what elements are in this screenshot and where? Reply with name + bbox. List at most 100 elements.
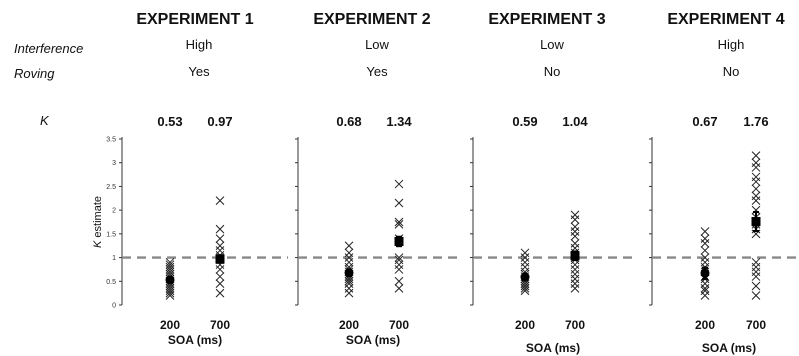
mean-marker (700, 268, 710, 278)
data-point (215, 265, 225, 274)
data-point (700, 279, 710, 289)
data-point (700, 227, 710, 236)
y-tick-label: 3.5 (106, 137, 116, 144)
row-label-k: K (40, 113, 50, 128)
data-point (570, 222, 580, 232)
x-mark (215, 196, 225, 206)
data-point (344, 284, 354, 293)
data-point (394, 260, 404, 270)
x-mark (570, 269, 580, 279)
x-mark (344, 284, 354, 293)
x-mark (700, 286, 710, 296)
x-mark (700, 291, 710, 300)
data-point (394, 265, 404, 274)
data-point (751, 281, 761, 291)
x-mark (570, 222, 580, 232)
data-point (751, 196, 761, 206)
x-axis-label: SOA (ms) (168, 333, 222, 347)
interference-value: Low (540, 37, 564, 52)
x-mark (570, 238, 580, 248)
data-point (215, 234, 225, 243)
data-point (344, 257, 354, 267)
mean-marker (215, 254, 225, 264)
data-point (520, 257, 530, 267)
y-tick-label: 1 (112, 255, 116, 262)
data-point (570, 260, 580, 270)
data-point (394, 276, 404, 286)
panel-experiment-1: EXPERIMENT 1 High Yes 0.53 0.97 K estima… (92, 11, 288, 347)
panel-experiment-4: EXPERIMENT 4 High No 0.67 1.76 SOA (ms) … (649, 11, 799, 355)
data-point (215, 224, 225, 234)
y-axis-label-k: K (92, 240, 104, 248)
k-value-700: 0.97 (207, 114, 232, 129)
x-mark (751, 172, 761, 182)
x-mark (751, 196, 761, 206)
data-point (394, 220, 404, 229)
data-point (394, 253, 404, 262)
data-point (394, 198, 404, 208)
data-point (570, 284, 580, 293)
data-point (165, 257, 175, 267)
x-mark (570, 260, 580, 270)
x-mark (394, 276, 404, 286)
data-point (215, 246, 225, 255)
x-mark (344, 257, 354, 267)
y-axis-label-rest: estimate (92, 196, 104, 241)
x-mark (165, 260, 175, 270)
x-mark (520, 262, 530, 272)
mean-marker (520, 272, 530, 282)
x-mark (215, 246, 225, 255)
data-point (215, 272, 225, 281)
x-tick-label: 700 (746, 318, 766, 332)
x-mark (570, 274, 580, 284)
x-mark (700, 227, 710, 236)
x-mark (570, 265, 580, 274)
scatter-plot-2: SOA (ms) 200 700 (295, 137, 458, 347)
y-tick-label: 0 (112, 303, 116, 310)
data-point (700, 257, 710, 267)
roving-value: Yes (188, 64, 210, 79)
data-point (751, 163, 761, 172)
x-mark (751, 191, 761, 201)
x-mark (570, 227, 580, 236)
row-label-interference: Interference (14, 41, 83, 56)
data-point (570, 210, 580, 220)
y-tick-label: 0.5 (106, 279, 116, 286)
data-point (751, 291, 761, 300)
data-point (165, 260, 175, 270)
experiment-title: EXPERIMENT 1 (136, 11, 253, 28)
data-point (751, 177, 761, 187)
x-axis-label: SOA (ms) (526, 341, 580, 355)
k-value-700: 1.04 (562, 114, 588, 129)
x-mark (700, 246, 710, 255)
data-point (700, 234, 710, 243)
data-point (344, 248, 354, 258)
mean-marker (394, 236, 404, 246)
x-mark (751, 267, 761, 277)
data-point (751, 158, 761, 168)
data-point (751, 172, 761, 182)
x-mark (394, 265, 404, 274)
data-point (215, 241, 225, 251)
data-point (751, 191, 761, 201)
x-mark (570, 215, 580, 224)
row-labels: Interference Roving K (14, 41, 83, 128)
k-value-700: 1.76 (743, 114, 768, 129)
data-point (520, 262, 530, 272)
k-value-200: 0.59 (512, 114, 537, 129)
x-mark (394, 253, 404, 262)
x-mark (215, 234, 225, 243)
x-tick-label: 200 (695, 318, 715, 332)
data-point (394, 217, 404, 227)
x-mark (344, 288, 354, 298)
k-value-700: 1.34 (386, 114, 412, 129)
x-tick-label: 700 (210, 318, 230, 332)
data-point (751, 267, 761, 277)
x-mark (520, 248, 530, 258)
x-mark (394, 198, 404, 208)
x-mark (751, 272, 761, 281)
x-mark (700, 238, 710, 248)
interference-value: High (186, 37, 213, 52)
x-mark (394, 255, 404, 265)
x-mark (520, 257, 530, 267)
